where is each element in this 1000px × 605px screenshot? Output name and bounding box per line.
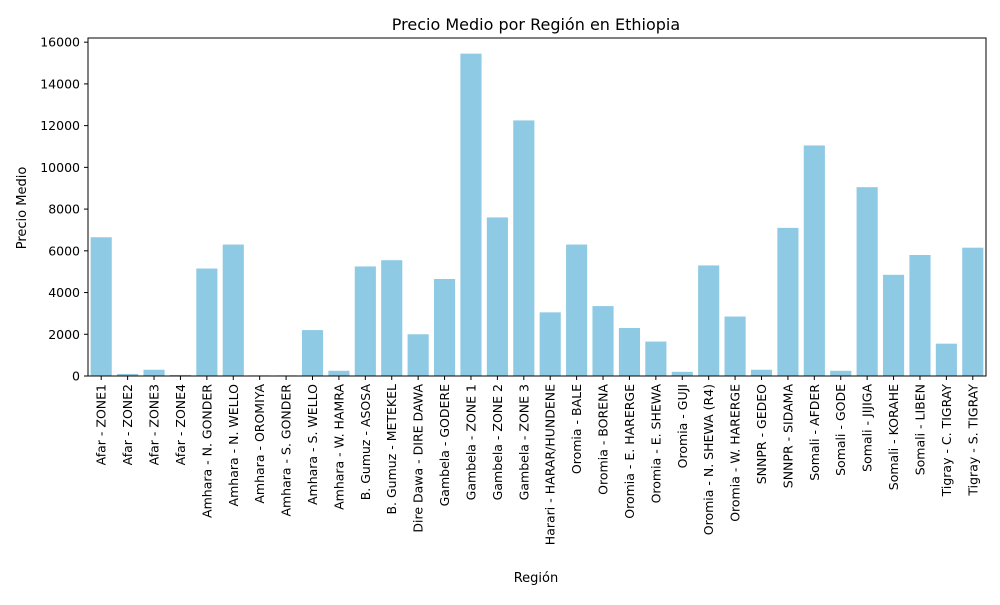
bar bbox=[460, 53, 482, 377]
x-tick-label: Gambela - ZONE 3 bbox=[516, 384, 531, 500]
x-tick-label: Oromia - BORENA bbox=[596, 384, 611, 495]
bar bbox=[433, 278, 456, 376]
bar bbox=[671, 371, 693, 376]
bar bbox=[962, 247, 984, 376]
bar bbox=[803, 145, 825, 376]
bar bbox=[169, 374, 192, 376]
y-tick-label: 8000 bbox=[48, 202, 80, 217]
x-tick-label: Harari - HARAR/HUNDENE bbox=[543, 384, 558, 545]
x-tick-label: Somali - JIJIGA bbox=[860, 384, 875, 472]
bar bbox=[592, 306, 614, 376]
x-tick-label: Gambela - ZONE 1 bbox=[463, 384, 478, 500]
x-tick-label: Oromia - N. SHEWA (R4) bbox=[701, 384, 716, 535]
bar bbox=[830, 370, 852, 376]
y-tick-label: 2000 bbox=[48, 327, 80, 342]
x-tick-label: Tigray - C. TIGRAY bbox=[939, 384, 954, 498]
bar bbox=[618, 328, 641, 376]
bar bbox=[882, 274, 905, 376]
y-tick-label: 10000 bbox=[40, 160, 80, 175]
bar bbox=[750, 369, 773, 376]
x-tick-label: Oromia - E. HARERGE bbox=[622, 384, 637, 519]
x-tick-label: Amhara - S. GONDER bbox=[279, 384, 294, 517]
x-tick-label: SNNPR - SIDAMA bbox=[780, 384, 795, 489]
x-tick-label: Dire Dawa - DIRE DAWA bbox=[411, 384, 426, 533]
x-tick-label: SNNPR - GEDEO bbox=[754, 384, 769, 484]
y-tick-label: 6000 bbox=[48, 243, 80, 258]
bar bbox=[486, 217, 508, 376]
x-tick-label: Oromia - E. SHEWA bbox=[648, 384, 663, 504]
bar bbox=[645, 341, 667, 376]
x-tick-label: Amhara - N. GONDER bbox=[199, 384, 214, 518]
plot-frame bbox=[87, 37, 987, 377]
bar bbox=[301, 330, 324, 376]
x-tick-label: Oromia - BALE bbox=[569, 384, 584, 474]
bar bbox=[856, 187, 878, 376]
bar bbox=[196, 268, 218, 376]
x-tick-label: Gambela - ZONE 2 bbox=[490, 384, 505, 500]
x-tick-label: Somali - AFDER bbox=[807, 384, 822, 481]
x-tick-label: Oromia - W. HARERGE bbox=[728, 384, 743, 522]
x-tick-label: Somali - KORAHE bbox=[886, 384, 901, 490]
bar bbox=[724, 316, 746, 376]
bar bbox=[222, 244, 244, 376]
y-tick-label: 4000 bbox=[48, 285, 80, 300]
x-tick-label: B. Gumuz - ASOSA bbox=[358, 384, 373, 501]
y-axis-label: Precio Medio bbox=[15, 167, 30, 250]
x-tick-label: B. Gumuz - METEKEL bbox=[384, 384, 399, 515]
bar bbox=[354, 266, 376, 376]
bar bbox=[381, 260, 403, 376]
x-tick-label: Afar - ZONE1 bbox=[94, 384, 109, 465]
x-tick-label: Somali - GODE bbox=[833, 384, 848, 476]
x-tick-label: Amhara - N. WELLO bbox=[226, 384, 241, 507]
chart-title: Precio Medio por Región en Ethiopia bbox=[392, 15, 680, 34]
x-axis-label: Región bbox=[514, 571, 559, 586]
y-tick-label: 16000 bbox=[40, 35, 80, 50]
bar bbox=[90, 237, 112, 376]
bar bbox=[909, 254, 931, 376]
bar bbox=[328, 370, 350, 376]
x-tick-label: Gambela - GODERE bbox=[437, 384, 452, 506]
bar bbox=[407, 334, 429, 376]
bar bbox=[117, 373, 139, 376]
bar bbox=[698, 265, 720, 376]
x-tick-label: Oromia - GUJI bbox=[675, 384, 690, 468]
x-tick-label: Somali - LIBEN bbox=[912, 384, 927, 475]
bar bbox=[143, 369, 165, 376]
x-tick-label: Afar - ZONE4 bbox=[173, 384, 188, 465]
x-tick-label: Amhara - OROMIYA bbox=[252, 384, 267, 504]
bar bbox=[513, 120, 535, 376]
x-tick-label: Afar - ZONE3 bbox=[147, 384, 162, 465]
x-tick-label: Amhara - W. HAMRA bbox=[331, 384, 346, 510]
bar bbox=[935, 343, 957, 376]
y-tick-label: 12000 bbox=[40, 118, 80, 133]
x-tick-label: Afar - ZONE2 bbox=[120, 384, 135, 465]
y-tick-label: 14000 bbox=[40, 76, 80, 91]
y-tick-label: 0 bbox=[72, 369, 80, 384]
bar bbox=[777, 227, 799, 376]
bar bbox=[539, 312, 561, 376]
bar bbox=[566, 244, 588, 376]
x-tick-label: Tigray - S. TIGRAY bbox=[965, 384, 980, 497]
x-tick-label: Amhara - S. WELLO bbox=[305, 384, 320, 505]
